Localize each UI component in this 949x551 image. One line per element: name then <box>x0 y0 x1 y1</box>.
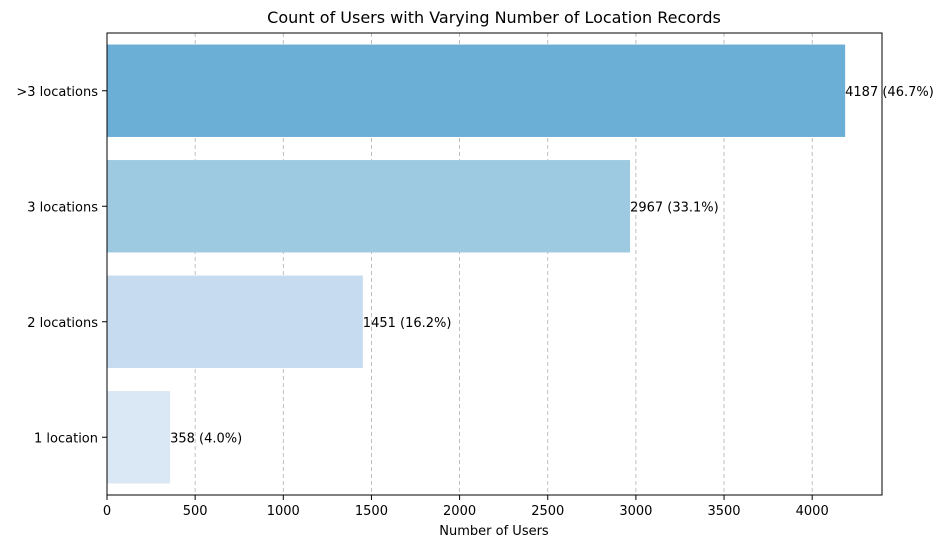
bar-3 <box>107 160 631 253</box>
bar-value-label: 2967 (33.1%) <box>630 200 719 215</box>
bar-value-label: 358 (4.0%) <box>170 431 242 446</box>
x-axis-ticks: 0 500 1000 1500 2000 2500 3000 3500 4000 <box>103 495 829 519</box>
x-tick-label: 4000 <box>796 504 829 519</box>
bar-4 <box>107 44 846 137</box>
chart-title: Count of Users with Varying Number of Lo… <box>267 8 721 27</box>
x-tick-label: 2000 <box>443 504 476 519</box>
x-tick-label: 1500 <box>355 504 388 519</box>
x-tick-label: 500 <box>183 504 208 519</box>
bar-value-label: 4187 (46.7%) <box>845 85 934 100</box>
x-tick-label: 3500 <box>707 504 740 519</box>
x-tick-label: 0 <box>103 504 111 519</box>
x-tick-label: 1000 <box>267 504 300 519</box>
bar-1 <box>107 391 171 484</box>
x-tick-label: 3000 <box>619 504 652 519</box>
y-tick-label: 2 locations <box>27 316 98 331</box>
bar-2 <box>107 275 363 368</box>
y-axis-ticks: 1 location 2 locations 3 locations >3 locat… <box>16 85 107 446</box>
y-tick-label: 3 locations <box>27 200 98 215</box>
y-tick-label: 1 location <box>34 431 98 446</box>
bar-value-label: 1451 (16.2%) <box>363 316 452 331</box>
x-tick-label: 2500 <box>531 504 564 519</box>
bars <box>107 44 846 484</box>
plot-frame <box>106 32 883 496</box>
x-axis-label: Number of Users <box>439 524 549 539</box>
y-tick-label: >3 locations <box>16 85 98 100</box>
data-labels: 358 (4.0%) 1451 (16.2%) 2967 (33.1%) 4187 (… <box>170 85 934 447</box>
